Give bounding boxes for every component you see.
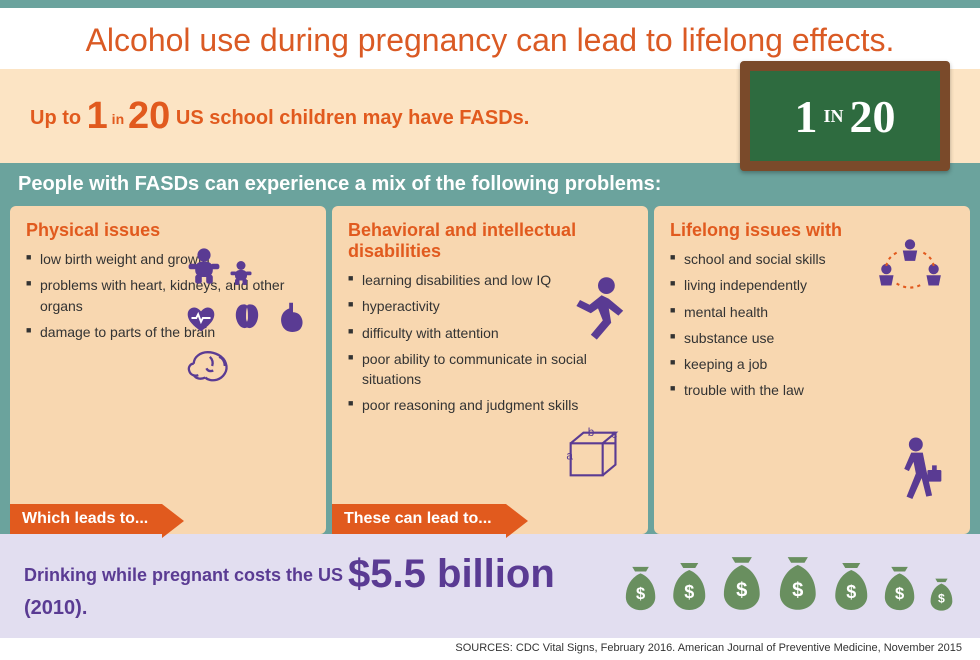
money-bag-icon: $: [830, 562, 873, 617]
walker-icon: [888, 435, 946, 510]
svg-text:$: $: [895, 584, 904, 603]
card-title: Behavioral and intellectual disabilities: [348, 220, 632, 262]
columns-section: People with FASDs can experience a mix o…: [0, 163, 980, 534]
money-bags: $ $ $ $ $ $ $: [621, 556, 956, 617]
list-item: poor reasoning and judgment skills: [348, 395, 632, 415]
money-bag-icon: $: [774, 556, 822, 617]
stat-band: Up to 1 in 20 US school children may hav…: [0, 69, 980, 163]
svg-text:$: $: [938, 591, 945, 605]
svg-text:$: $: [684, 582, 694, 602]
card-1: Behavioral and intellectual disabilities…: [332, 206, 648, 534]
physical-icons: [182, 244, 312, 394]
list-item: poor ability to communicate in social si…: [348, 349, 632, 390]
svg-text:$: $: [846, 582, 856, 602]
list-item: keeping a job: [670, 354, 954, 374]
arrow-caption: Which leads to...: [10, 504, 162, 534]
title-row: Alcohol use during pregnancy can lead to…: [0, 8, 980, 69]
svg-text:c: c: [611, 428, 617, 441]
money-bag-icon: $: [621, 566, 660, 617]
svg-text:a: a: [566, 449, 573, 462]
infographic: Alcohol use during pregnancy can lead to…: [0, 0, 980, 660]
list-item: mental health: [670, 302, 954, 322]
svg-text:$: $: [737, 579, 748, 601]
cost-band: Drinking while pregnant costs the US $5.…: [0, 534, 980, 638]
people-icon: [874, 236, 946, 303]
svg-text:$: $: [636, 584, 645, 603]
money-bag-icon: $: [668, 562, 711, 617]
cost-text: Drinking while pregnant costs the US $5.…: [24, 552, 601, 620]
card-title: Physical issues: [26, 220, 310, 241]
cube-icon: a b c: [560, 427, 624, 486]
list-item: substance use: [670, 328, 954, 348]
arrow-caption: These can lead to...: [332, 504, 506, 534]
stat-text: Up to 1 in 20 US school children may hav…: [30, 95, 529, 138]
top-accent-bar: [0, 0, 980, 8]
svg-text:$: $: [792, 579, 803, 601]
money-bag-icon: $: [927, 578, 956, 617]
main-title: Alcohol use during pregnancy can lead to…: [0, 22, 980, 59]
card-0: Physical issueslow birth weight and grow…: [10, 206, 326, 534]
list-item: trouble with the law: [670, 380, 954, 400]
cards-row: Physical issueslow birth weight and grow…: [0, 206, 980, 534]
sources-text: SOURCES: CDC Vital Signs, February 2016.…: [0, 638, 980, 660]
card-2: Lifelong issues withschool and social sk…: [654, 206, 970, 534]
money-bag-icon: $: [880, 566, 919, 617]
runner-icon: [568, 276, 628, 353]
chalkboard-icon: 1IN20: [740, 61, 950, 171]
money-bag-icon: $: [718, 556, 766, 617]
svg-text:b: b: [588, 427, 595, 439]
